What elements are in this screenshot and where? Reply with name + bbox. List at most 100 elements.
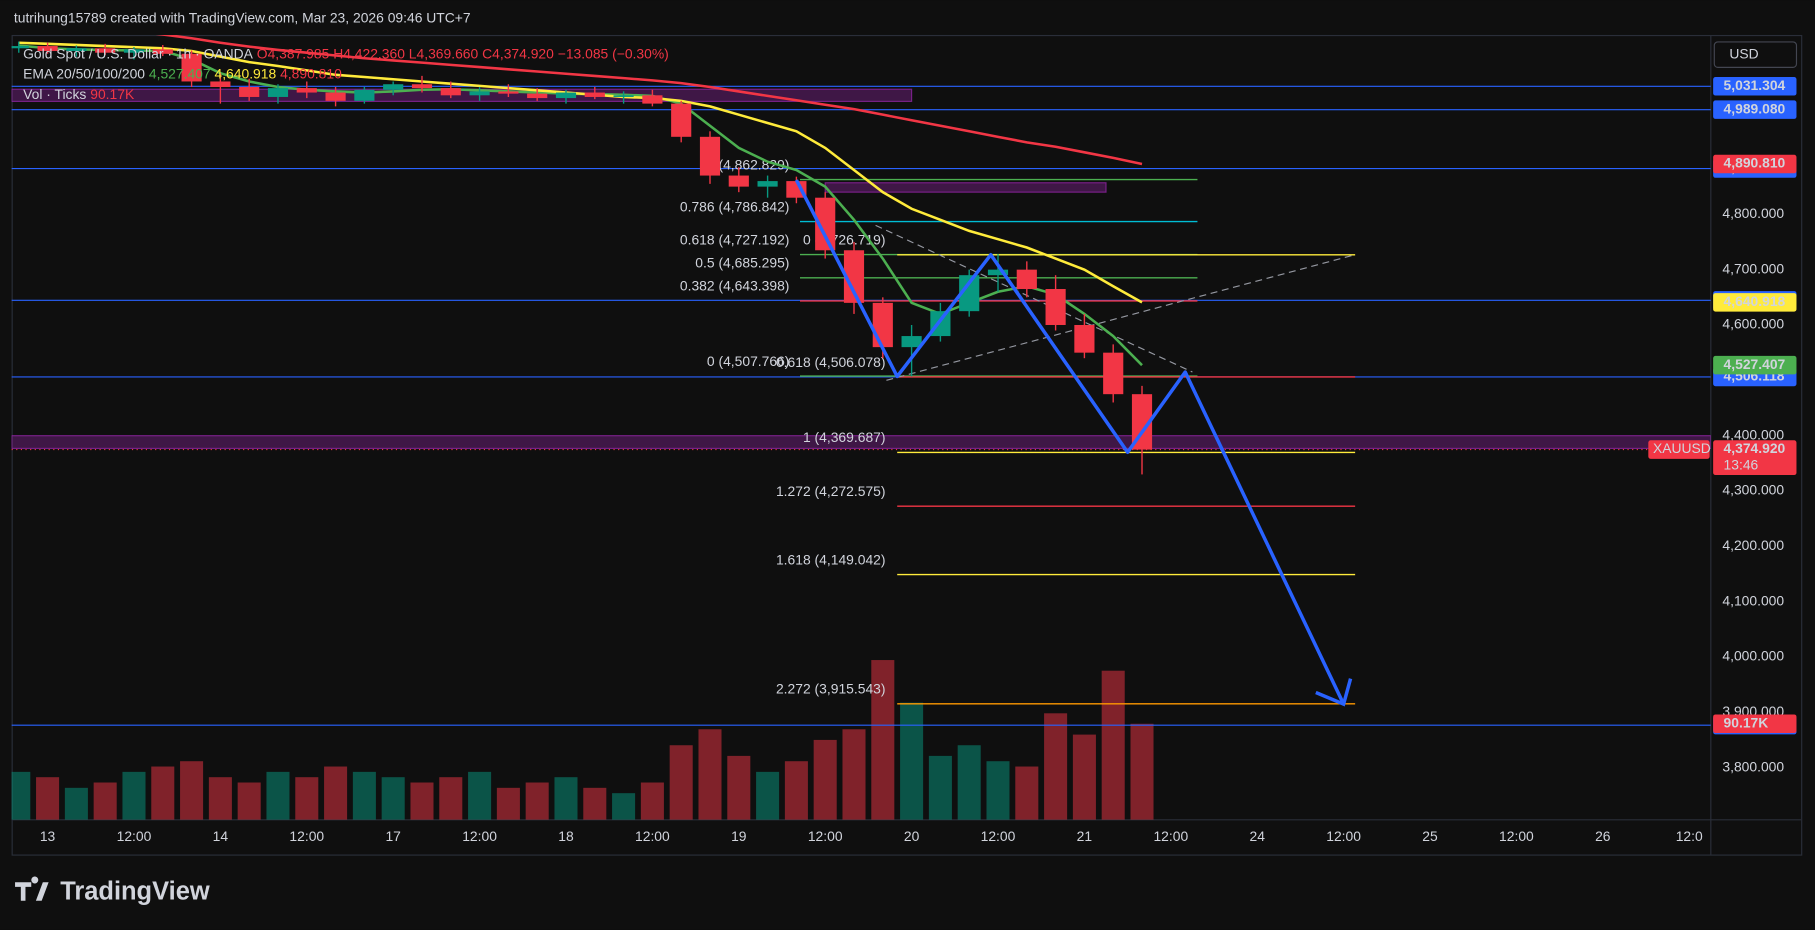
x-tick-label: 14 <box>213 828 229 844</box>
volume-bar <box>180 761 204 820</box>
x-tick-label: 20 <box>904 828 920 844</box>
x-tick-label: 18 <box>558 828 574 844</box>
y-tick-label: 4,000.000 <box>1722 648 1784 664</box>
volume-bar <box>208 777 232 820</box>
x-tick-label: 24 <box>1249 828 1265 844</box>
x-tick-label: 12:00 <box>808 828 843 844</box>
volume-bar <box>151 766 175 820</box>
fib-label: 0.786 (4,786.842) <box>680 198 790 214</box>
last-price: 4,374.920 <box>1724 440 1786 456</box>
ema-price-label-box <box>1713 154 1797 174</box>
x-tick-label: 12:00 <box>1326 828 1361 844</box>
ema-legend: EMA 20/50/100/200 4,527.407 4,640.918 4,… <box>23 65 342 81</box>
ema-value: 4,527.407 <box>149 65 211 81</box>
candle-body <box>1045 289 1066 325</box>
fib-label: 0.618 (4,727.192) <box>680 231 790 247</box>
volume-legend: Vol · Ticks 90.17K <box>23 86 135 102</box>
x-tick-label: 13 <box>40 828 56 844</box>
x-tick-label: 12:00 <box>289 828 324 844</box>
x-tick-label: 25 <box>1422 828 1438 844</box>
x-tick-label: 12:00 <box>635 828 670 844</box>
ohlc: L4,369.660 <box>409 45 479 61</box>
ohlc: O4,387.985 <box>257 45 330 61</box>
candle-body <box>469 91 490 96</box>
candle-body <box>411 84 433 89</box>
ema-value: 4,890.810 <box>280 65 342 81</box>
volume-bar <box>871 660 895 820</box>
fib-label: 0.5 (4,685.295) <box>695 255 789 271</box>
x-tick-label: 12:00 <box>117 828 152 844</box>
brand: TradingView <box>60 877 210 905</box>
candle-body <box>152 49 173 54</box>
volume-bar <box>986 761 1010 820</box>
candle-body <box>642 95 663 104</box>
axes: 13 12:00 14 12:00 17 12:00 18 12:00 19 12:00 20 12:… <box>40 77 1797 844</box>
candle-body <box>11 46 29 49</box>
volume-bar <box>468 771 492 820</box>
fib-label: 1 (4,369.687) <box>803 429 886 445</box>
volume-bar <box>1101 670 1125 820</box>
symbol-tag-box <box>1648 440 1710 459</box>
volume-bar <box>583 787 607 820</box>
projection-path <box>794 179 1346 705</box>
x-tick-label: 12:00 <box>462 828 497 844</box>
price-line-label-box <box>1713 77 1797 96</box>
candle-body <box>354 89 375 101</box>
volume-bar <box>842 729 866 820</box>
fib-label: 2.272 (3,915.543) <box>776 681 886 697</box>
price-line-label-box <box>1713 100 1797 119</box>
candle-body <box>440 88 461 96</box>
y-tick-label: 4,700.000 <box>1722 260 1784 276</box>
candle-body <box>699 136 721 176</box>
x-tick-label: 21 <box>1077 828 1093 844</box>
volume-bar <box>64 787 88 820</box>
y-tick-label: 4,800.000 <box>1722 205 1784 221</box>
brand-logo: TradingView <box>15 876 210 905</box>
candle-body <box>728 175 749 187</box>
candle-body <box>613 95 634 97</box>
candle-body <box>1016 269 1037 290</box>
ohlc: C4,374.920 <box>482 45 554 61</box>
volume-bar <box>554 777 578 820</box>
candle-body <box>95 48 116 53</box>
ema-line <box>155 34 1143 166</box>
volume-bar <box>439 777 463 820</box>
candle-body <box>757 181 778 187</box>
volume-bar <box>237 782 261 820</box>
fib-label: 0 (4,507.766) <box>707 353 790 369</box>
ema-price-label: 4,527.407 <box>1724 356 1786 372</box>
symbol-tag: XAUUSD <box>1653 440 1711 456</box>
currency-box[interactable] <box>1713 41 1798 68</box>
x-tick-label: 12:0 <box>1676 828 1703 844</box>
candle-body <box>239 87 260 97</box>
candle-body <box>671 103 692 137</box>
ema-title: EMA 20/50/100/200 <box>23 65 145 81</box>
candle-body <box>584 92 605 97</box>
ema-price-label: 4,890.810 <box>1724 155 1786 171</box>
candle-body <box>1074 324 1095 353</box>
ema-price-label-box <box>1713 355 1797 375</box>
change: −13.085 (−0.30%) <box>558 45 669 61</box>
volume-bar <box>669 745 693 820</box>
x-tick-label: 26 <box>1595 828 1611 844</box>
volume-bar <box>122 771 146 820</box>
volume-bar <box>900 702 924 820</box>
candle-body <box>123 49 145 53</box>
candle-body <box>181 53 202 82</box>
volume-bar <box>324 766 348 820</box>
volume-bar <box>784 761 808 820</box>
volume-bar <box>813 739 837 820</box>
volume-bar <box>1130 723 1154 820</box>
candle-body <box>1103 352 1124 395</box>
volume-bar <box>1015 766 1039 820</box>
arrow-head <box>1315 678 1353 707</box>
zone <box>824 182 1107 193</box>
volume-bar <box>957 745 981 820</box>
x-tick-label: 17 <box>385 828 401 844</box>
x-tick-label: 12:00 <box>1153 828 1188 844</box>
candle-body <box>843 250 865 303</box>
volume-bar <box>410 782 434 820</box>
candle-body <box>498 91 519 94</box>
